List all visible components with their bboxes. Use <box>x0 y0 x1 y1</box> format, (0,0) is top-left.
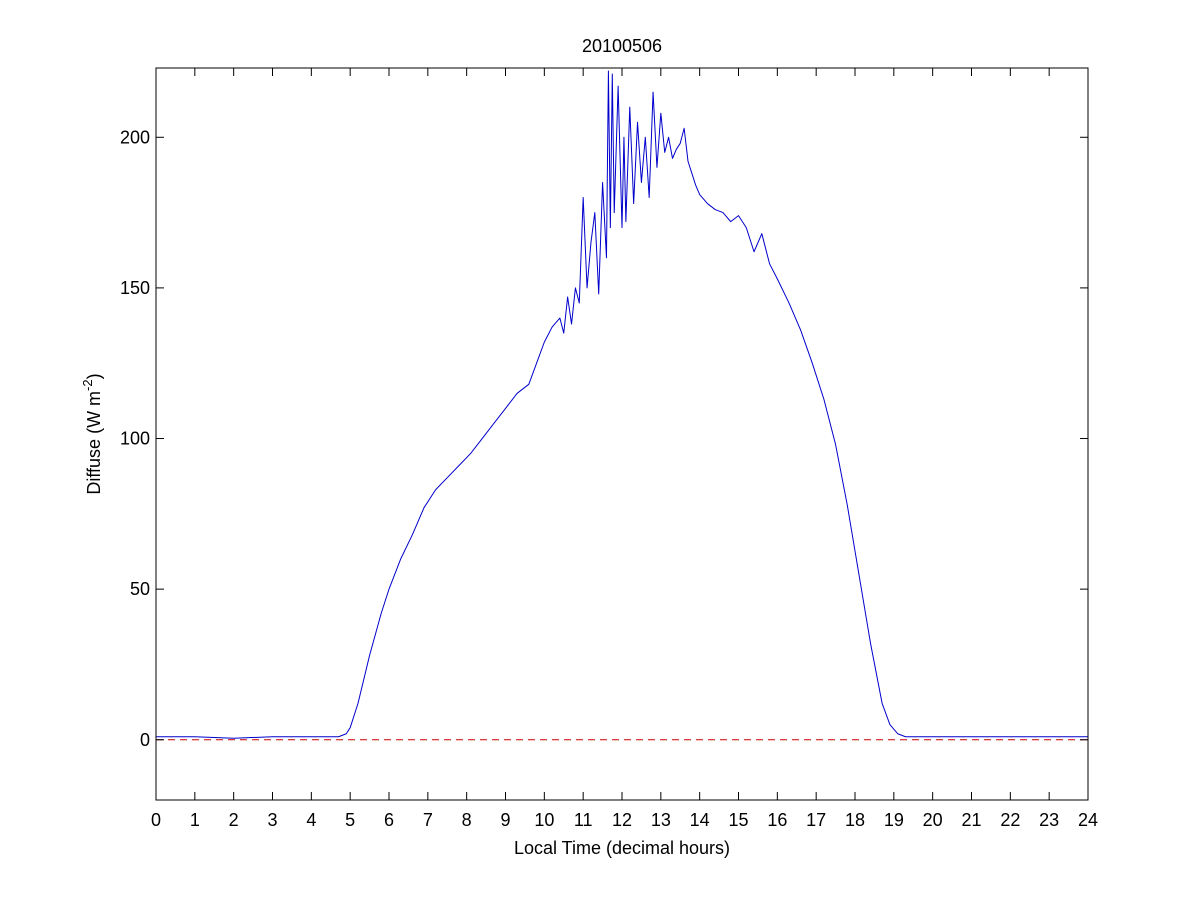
x-tick-label: 2 <box>229 810 239 830</box>
chart-title: 20100506 <box>582 36 662 56</box>
plot-frame <box>155 67 1089 801</box>
x-tick-label: 18 <box>845 810 865 830</box>
x-tick-label: 20 <box>923 810 943 830</box>
x-tick-label: 19 <box>884 810 904 830</box>
ticks-layer: 0 1 2 3 4 5 6 7 8 9 10 11 12 13 14 15 16 17 18 19 20 21 22 23 24… <box>120 68 1098 830</box>
x-tick-label: 1 <box>190 810 200 830</box>
x-tick-label: 3 <box>267 810 277 830</box>
x-tick-label: 12 <box>612 810 632 830</box>
x-tick-label: 6 <box>384 810 394 830</box>
plot-area <box>156 68 1088 800</box>
x-tick-label: 10 <box>534 810 554 830</box>
x-tick-label: 13 <box>651 810 671 830</box>
x-tick-label: 9 <box>500 810 510 830</box>
y-tick-label: 100 <box>120 429 150 449</box>
x-tick-label: 0 <box>151 810 161 830</box>
series-layer <box>156 70 1088 741</box>
x-tick-label: 14 <box>690 810 710 830</box>
diffuse-series-line <box>156 70 1088 739</box>
x-tick-label: 23 <box>1039 810 1059 830</box>
x-tick-label: 4 <box>306 810 316 830</box>
x-tick-label: 11 <box>574 810 593 830</box>
x-tick-label: 7 <box>423 810 433 830</box>
x-tick-label: 17 <box>806 810 826 830</box>
y-axis-label-superscript: -2 <box>80 379 95 391</box>
x-tick-label: 8 <box>462 810 472 830</box>
y-tick-label: 200 <box>120 127 150 147</box>
x-tick-label: 16 <box>767 810 787 830</box>
y-axis-label: Diffuse (W m-2) <box>80 373 104 494</box>
x-tick-label: 22 <box>1000 810 1020 830</box>
x-axis-label: Local Time (decimal hours) <box>514 838 730 858</box>
y-axis-label-close: ) <box>84 373 104 379</box>
y-axis-label-main: Diffuse (W m <box>84 391 104 495</box>
y-tick-label: 150 <box>120 278 150 298</box>
x-tick-label: 15 <box>728 810 748 830</box>
x-tick-label: 24 <box>1078 810 1098 830</box>
x-tick-label: 21 <box>961 810 981 830</box>
y-tick-label: 50 <box>130 579 150 599</box>
x-tick-label: 5 <box>345 810 355 830</box>
y-tick-label: 0 <box>140 730 150 750</box>
